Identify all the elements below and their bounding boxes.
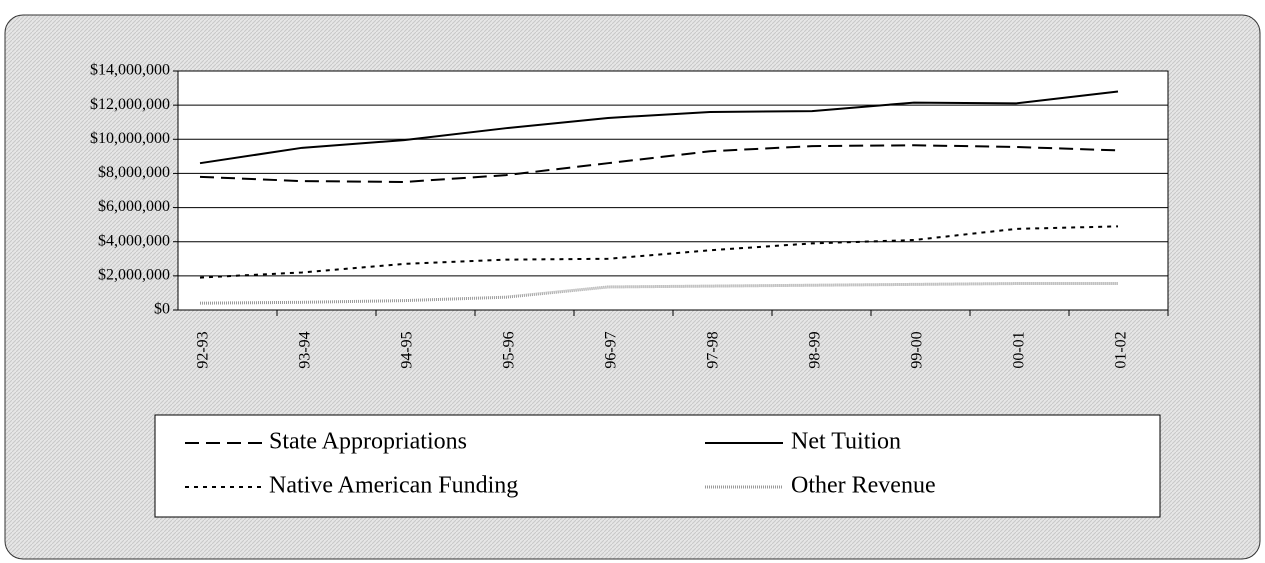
legend-label: Native American Funding xyxy=(269,473,518,499)
y-tick-label: $6,000,000 xyxy=(98,198,170,215)
x-tick-label: 98-99 xyxy=(807,331,824,368)
x-tick-label: 97-98 xyxy=(705,331,722,368)
y-tick-label: $12,000,000 xyxy=(90,96,170,113)
series-line xyxy=(199,225,1119,279)
x-tick-label: 96-97 xyxy=(603,331,620,368)
series-line xyxy=(199,144,1119,183)
x-tick-label: 99-00 xyxy=(909,331,926,368)
x-tick-label: 00-01 xyxy=(1011,331,1028,368)
x-tick-label: 01-02 xyxy=(1113,331,1130,368)
legend xyxy=(154,414,1161,518)
x-tick-label: 93-94 xyxy=(297,331,314,368)
x-tick-label: 95-96 xyxy=(501,331,518,368)
legend-label: State Appropriations xyxy=(269,429,467,455)
series-line xyxy=(199,90,1119,165)
y-tick-label: $10,000,000 xyxy=(90,130,170,147)
x-tick-label: 92-93 xyxy=(195,331,212,368)
x-tick-label: 94-95 xyxy=(399,331,416,368)
y-tick-label: $14,000,000 xyxy=(90,62,170,79)
y-tick-label: $8,000,000 xyxy=(98,164,170,181)
y-tick-label: $0 xyxy=(154,301,170,318)
y-tick-label: $4,000,000 xyxy=(98,232,170,249)
plot-area xyxy=(177,70,1169,311)
y-tick-label: $2,000,000 xyxy=(98,267,170,284)
legend-label: Other Revenue xyxy=(791,473,936,499)
legend-label: Net Tuition xyxy=(791,429,901,455)
